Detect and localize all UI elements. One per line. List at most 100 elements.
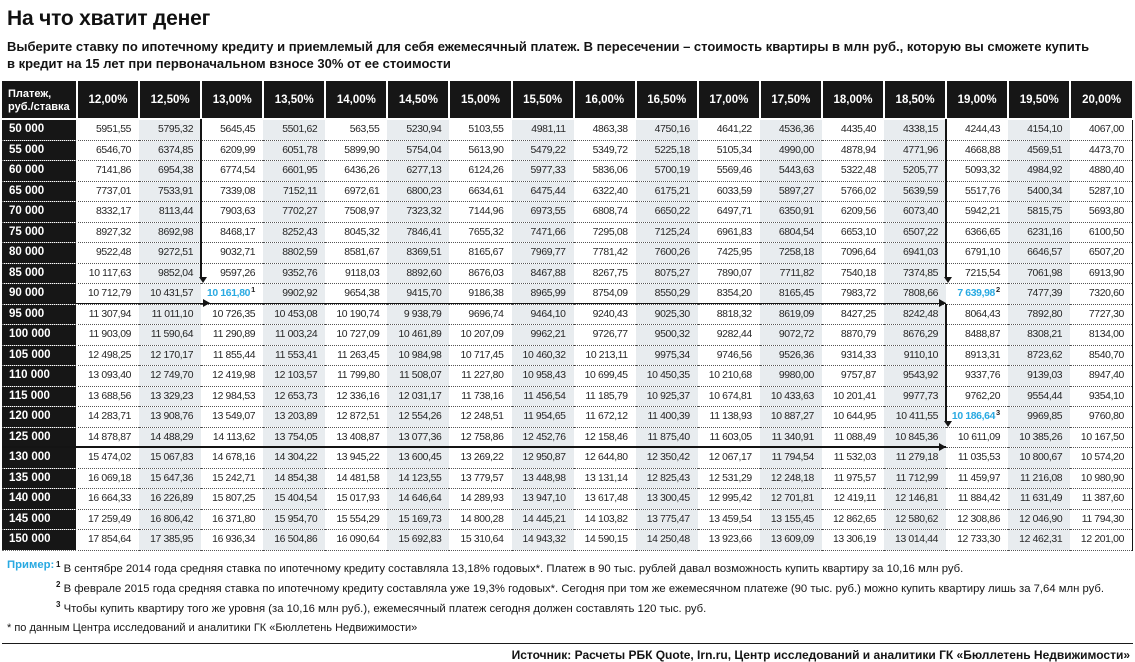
- table-cell: 6634,61: [449, 181, 512, 202]
- asterisk-note: * по данным Центра исследований и аналит…: [7, 622, 418, 635]
- table-cell: 6774,54: [201, 160, 264, 182]
- table-header: Платеж, руб./ставка 12,00% 12,50% 13,00% 13,…: [2, 81, 1134, 120]
- table-cell: 4668,88: [946, 140, 1009, 161]
- subtitle-line-1: Выберите ставку по ипотечному кредиту и …: [7, 39, 1090, 54]
- table-cell: 14 590,15: [573, 529, 636, 551]
- table-cell: 10 450,35: [635, 365, 698, 387]
- table-cell: 12 419,11: [821, 488, 885, 510]
- table-cell: 5754,04: [387, 140, 450, 161]
- table-cell: 10 674,81: [697, 386, 760, 407]
- table-cell: 6436,26: [325, 160, 388, 182]
- table-cell: 7141,86: [77, 160, 140, 182]
- table-cell: 10 431,57: [139, 283, 202, 305]
- table-cell: 13 408,87: [325, 427, 388, 448]
- table-cell: 10 460,32: [511, 345, 574, 366]
- table-cell: 13 306,19: [821, 529, 885, 551]
- table-cell: 14 854,38: [263, 468, 326, 489]
- table-cell: 12 825,43: [635, 468, 698, 489]
- table-cell: 6051,78: [263, 140, 326, 161]
- table-row: 120 000 14 283,71 13 908,76 13 549,07 13 203…: [2, 406, 1134, 428]
- table-cell: 12 308,86: [946, 509, 1009, 530]
- table-cell: 13 775,47: [635, 509, 698, 530]
- table-cell: 8540,70: [1070, 345, 1134, 366]
- table-row: 85 000 10 117,63 9852,04 9597,26 9352,76 9118…: [2, 263, 1134, 284]
- table-cell: 12 419,98: [201, 365, 264, 387]
- table-cell: 9654,38: [325, 283, 388, 305]
- table-row: 130 000 15 474,02 15 067,83 14 678,16 14 304…: [2, 447, 1134, 469]
- table-cell: 8619,09: [759, 304, 822, 325]
- table-cell: 6913,90: [1070, 263, 1134, 284]
- table-cell: 9696,74: [449, 304, 512, 325]
- table-cell: 10 117,63: [77, 263, 140, 284]
- table-row: 105 000 12 498,25 12 170,17 11 855,44 11 553…: [2, 345, 1134, 366]
- table-cell: 5897,27: [759, 181, 822, 202]
- table-cell: 6231,16: [1008, 222, 1071, 243]
- payment-row-label: 115 000: [2, 386, 78, 407]
- table-cell: 9962,21: [511, 324, 574, 346]
- subtitle: Выберите ставку по ипотечному кредиту и …: [7, 38, 1133, 72]
- table-cell: 14 646,64: [387, 488, 450, 510]
- table-cell: 6954,38: [139, 160, 202, 182]
- table-cell: 7323,32: [387, 201, 450, 223]
- table-cell: 4338,15: [884, 119, 947, 141]
- table-cell: 4750,16: [635, 119, 698, 141]
- table-row: 70 000 8332,17 8113,44 7903,63 7702,27 7508,9…: [2, 201, 1134, 223]
- table-cell: 563,55: [325, 119, 388, 141]
- table-cell: 9500,32: [635, 324, 698, 346]
- table-cell: 13 923,66: [697, 529, 760, 551]
- table-cell: 15 242,71: [201, 468, 264, 489]
- table-cell: 16 226,89: [139, 488, 202, 510]
- payment-row-label: 95 000: [2, 304, 78, 325]
- table-cell: 9464,10: [511, 304, 574, 325]
- table-cell: 5836,06: [573, 160, 636, 182]
- table-cell: 6124,26: [449, 160, 512, 182]
- table-cell: 16 069,18: [77, 468, 140, 489]
- rate-header: 16,50%: [634, 81, 699, 120]
- table-cell: 15 554,29: [325, 509, 388, 530]
- table-cell: 9415,70: [387, 283, 450, 305]
- table-cell: 13 459,54: [697, 509, 760, 530]
- table-cell: 14 878,87: [77, 427, 140, 448]
- table-cell: 14 283,71: [77, 406, 140, 428]
- table-cell: 9072,72: [759, 324, 822, 346]
- table-cell: 8723,62: [1008, 345, 1071, 366]
- table-cell: 9 938,79: [387, 304, 450, 325]
- table-cell: 11 185,79: [573, 386, 636, 407]
- table-cell: 8676,03: [449, 263, 512, 284]
- table-cell: 11 459,97: [946, 468, 1009, 489]
- table-cell: 6033,59: [697, 181, 760, 202]
- table-cell: 8550,29: [635, 283, 698, 305]
- table-cell: 11 631,49: [1008, 488, 1071, 510]
- table-cell: 12 872,51: [325, 406, 388, 428]
- table-cell: 6973,55: [511, 201, 574, 223]
- table-cell: 9902,92: [263, 283, 326, 305]
- table-cell: 17 385,95: [139, 529, 202, 551]
- table-cell: 12 046,90: [1008, 509, 1071, 530]
- table-cell: 7702,27: [263, 201, 326, 223]
- table-cell: 6277,13: [387, 160, 450, 182]
- table-cell: 8242,48: [884, 304, 947, 325]
- payment-row-label: 120 000: [2, 406, 78, 428]
- table-cell: 5501,62: [263, 119, 326, 141]
- example-notes: Пример: 1 В сентябре 2014 года средняя с…: [4, 557, 1133, 637]
- table-cell: 9597,26: [201, 263, 264, 284]
- table-cell: 9554,44: [1008, 386, 1071, 407]
- table-cell: 13 947,10: [511, 488, 574, 510]
- payment-row-label: 65 000: [2, 181, 78, 202]
- table-cell: 5899,90: [325, 140, 388, 161]
- table-cell: 12 950,87: [511, 447, 574, 469]
- table-cell: 11 794,30: [1070, 509, 1134, 530]
- table-cell: 14 445,21: [511, 509, 574, 530]
- table-cell: 5795,32: [139, 119, 202, 141]
- table-cell: 10 207,09: [449, 324, 512, 346]
- table-cell: 13 549,07: [201, 406, 264, 428]
- table-cell: 8818,32: [697, 304, 760, 325]
- table-cell: 7737,01: [77, 181, 140, 202]
- table-cell: 16 664,33: [77, 488, 140, 510]
- table-cell: 11 672,12: [573, 406, 636, 428]
- table-cell: 12 350,42: [635, 447, 698, 469]
- table-cell: 14 678,16: [201, 447, 264, 469]
- table-cell: 9025,30: [635, 304, 698, 325]
- table-cell: 14 250,48: [635, 529, 698, 551]
- table-cell: 12 031,17: [387, 386, 450, 407]
